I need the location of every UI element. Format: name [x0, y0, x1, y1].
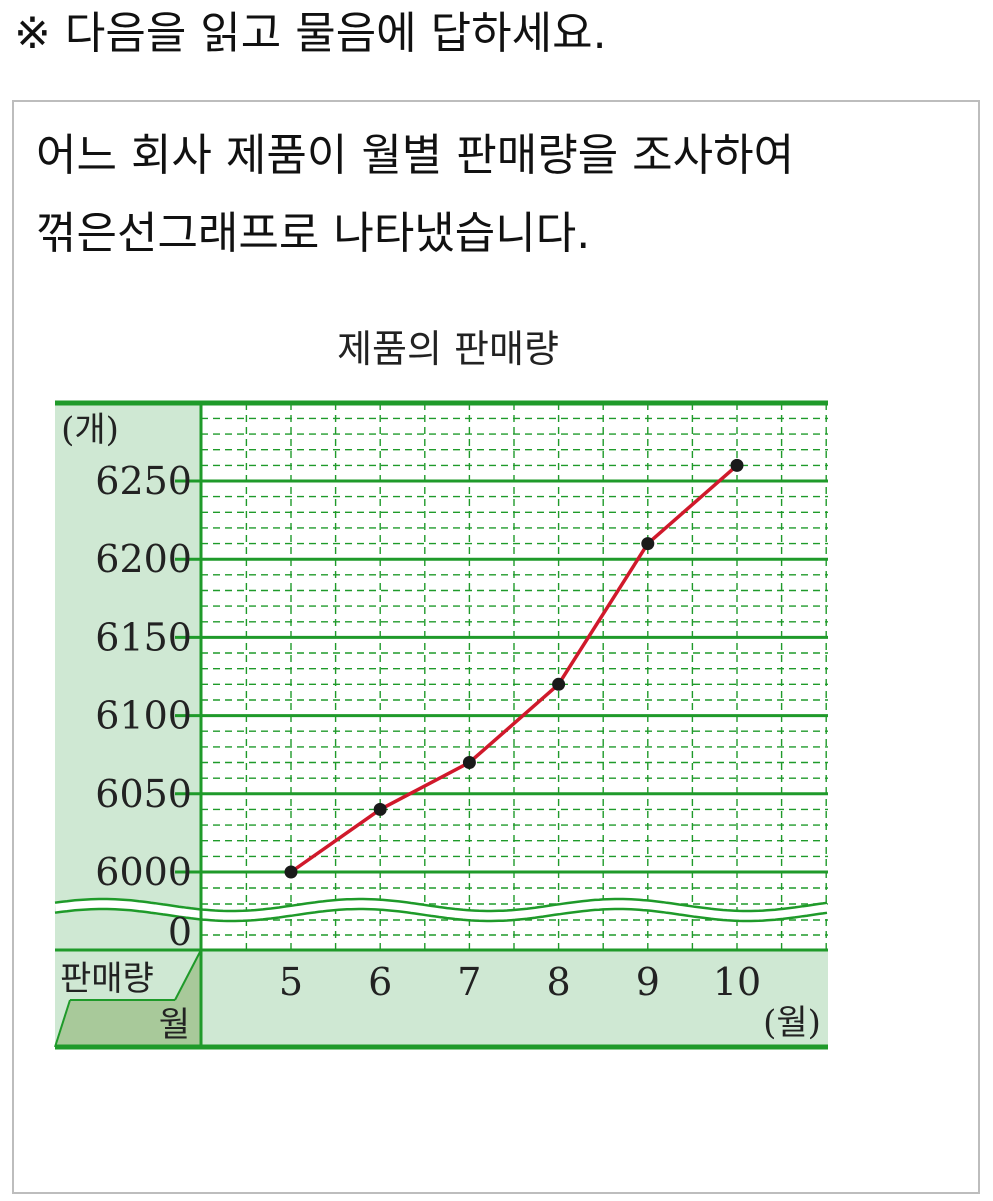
corner-header-shape: [55, 950, 201, 1047]
description-line-1: 어느 회사 제품이 월별 판매량을 조사하여: [36, 130, 795, 181]
y-tick-label: 6250: [95, 459, 192, 503]
chart-background: [55, 403, 828, 1047]
y-tick-label: 0: [168, 910, 192, 954]
y-tick-label: 6050: [95, 772, 192, 816]
x-tick-label: 5: [279, 960, 303, 1004]
data-point: [730, 458, 744, 472]
instruction-text: ※ 다음을 읽고 물음에 답하세요.: [14, 8, 607, 59]
chart-grid: [175, 403, 828, 950]
chart-title: 제품의 판매량: [337, 327, 559, 371]
x-tick-label: 10: [713, 960, 761, 1004]
break-line-lower: [54, 907, 828, 923]
data-point: [552, 677, 566, 691]
plot-area: [201, 403, 828, 950]
y-tick-label: 6100: [95, 694, 192, 738]
series-polyline: [289, 464, 739, 874]
x-tick-label: 7: [457, 960, 481, 1004]
x-unit-label: (월): [763, 1003, 821, 1043]
question-box: [12, 100, 980, 1194]
y-tick-label: 6000: [95, 850, 192, 894]
x-tick-labels: 5 6 7 8 9 10: [279, 960, 761, 1004]
corner-label-sales: 판매량: [60, 959, 154, 999]
y-tick-labels: 6250 6200 6150 6100 6050 6000 0: [95, 459, 192, 954]
corner-label-month: 월: [159, 1005, 190, 1045]
break-band: [55, 899, 828, 921]
data-point: [641, 537, 655, 551]
x-tick-label: 6: [368, 960, 392, 1004]
corner-divider-low: [54, 999, 71, 1048]
data-point: [284, 865, 298, 879]
data-point: [373, 802, 387, 816]
y-unit-label: (개): [61, 410, 119, 450]
axis-break-wave: [54, 897, 828, 923]
break-line-upper: [54, 897, 828, 913]
x-tick-label: 8: [547, 960, 571, 1004]
y-tick-label: 6200: [95, 537, 192, 581]
y-tick-label: 6150: [95, 615, 192, 659]
description-line-2: 꺾은선그래프로 나타냈습니다.: [36, 208, 591, 259]
x-tick-label: 9: [636, 960, 660, 1004]
series-line: [289, 464, 739, 874]
series-points: [284, 458, 744, 879]
y-axis-panel: [55, 403, 201, 950]
corner-divider-high: [174, 949, 202, 1001]
data-point: [462, 756, 476, 769]
chart-frame: [54, 400, 828, 1050]
